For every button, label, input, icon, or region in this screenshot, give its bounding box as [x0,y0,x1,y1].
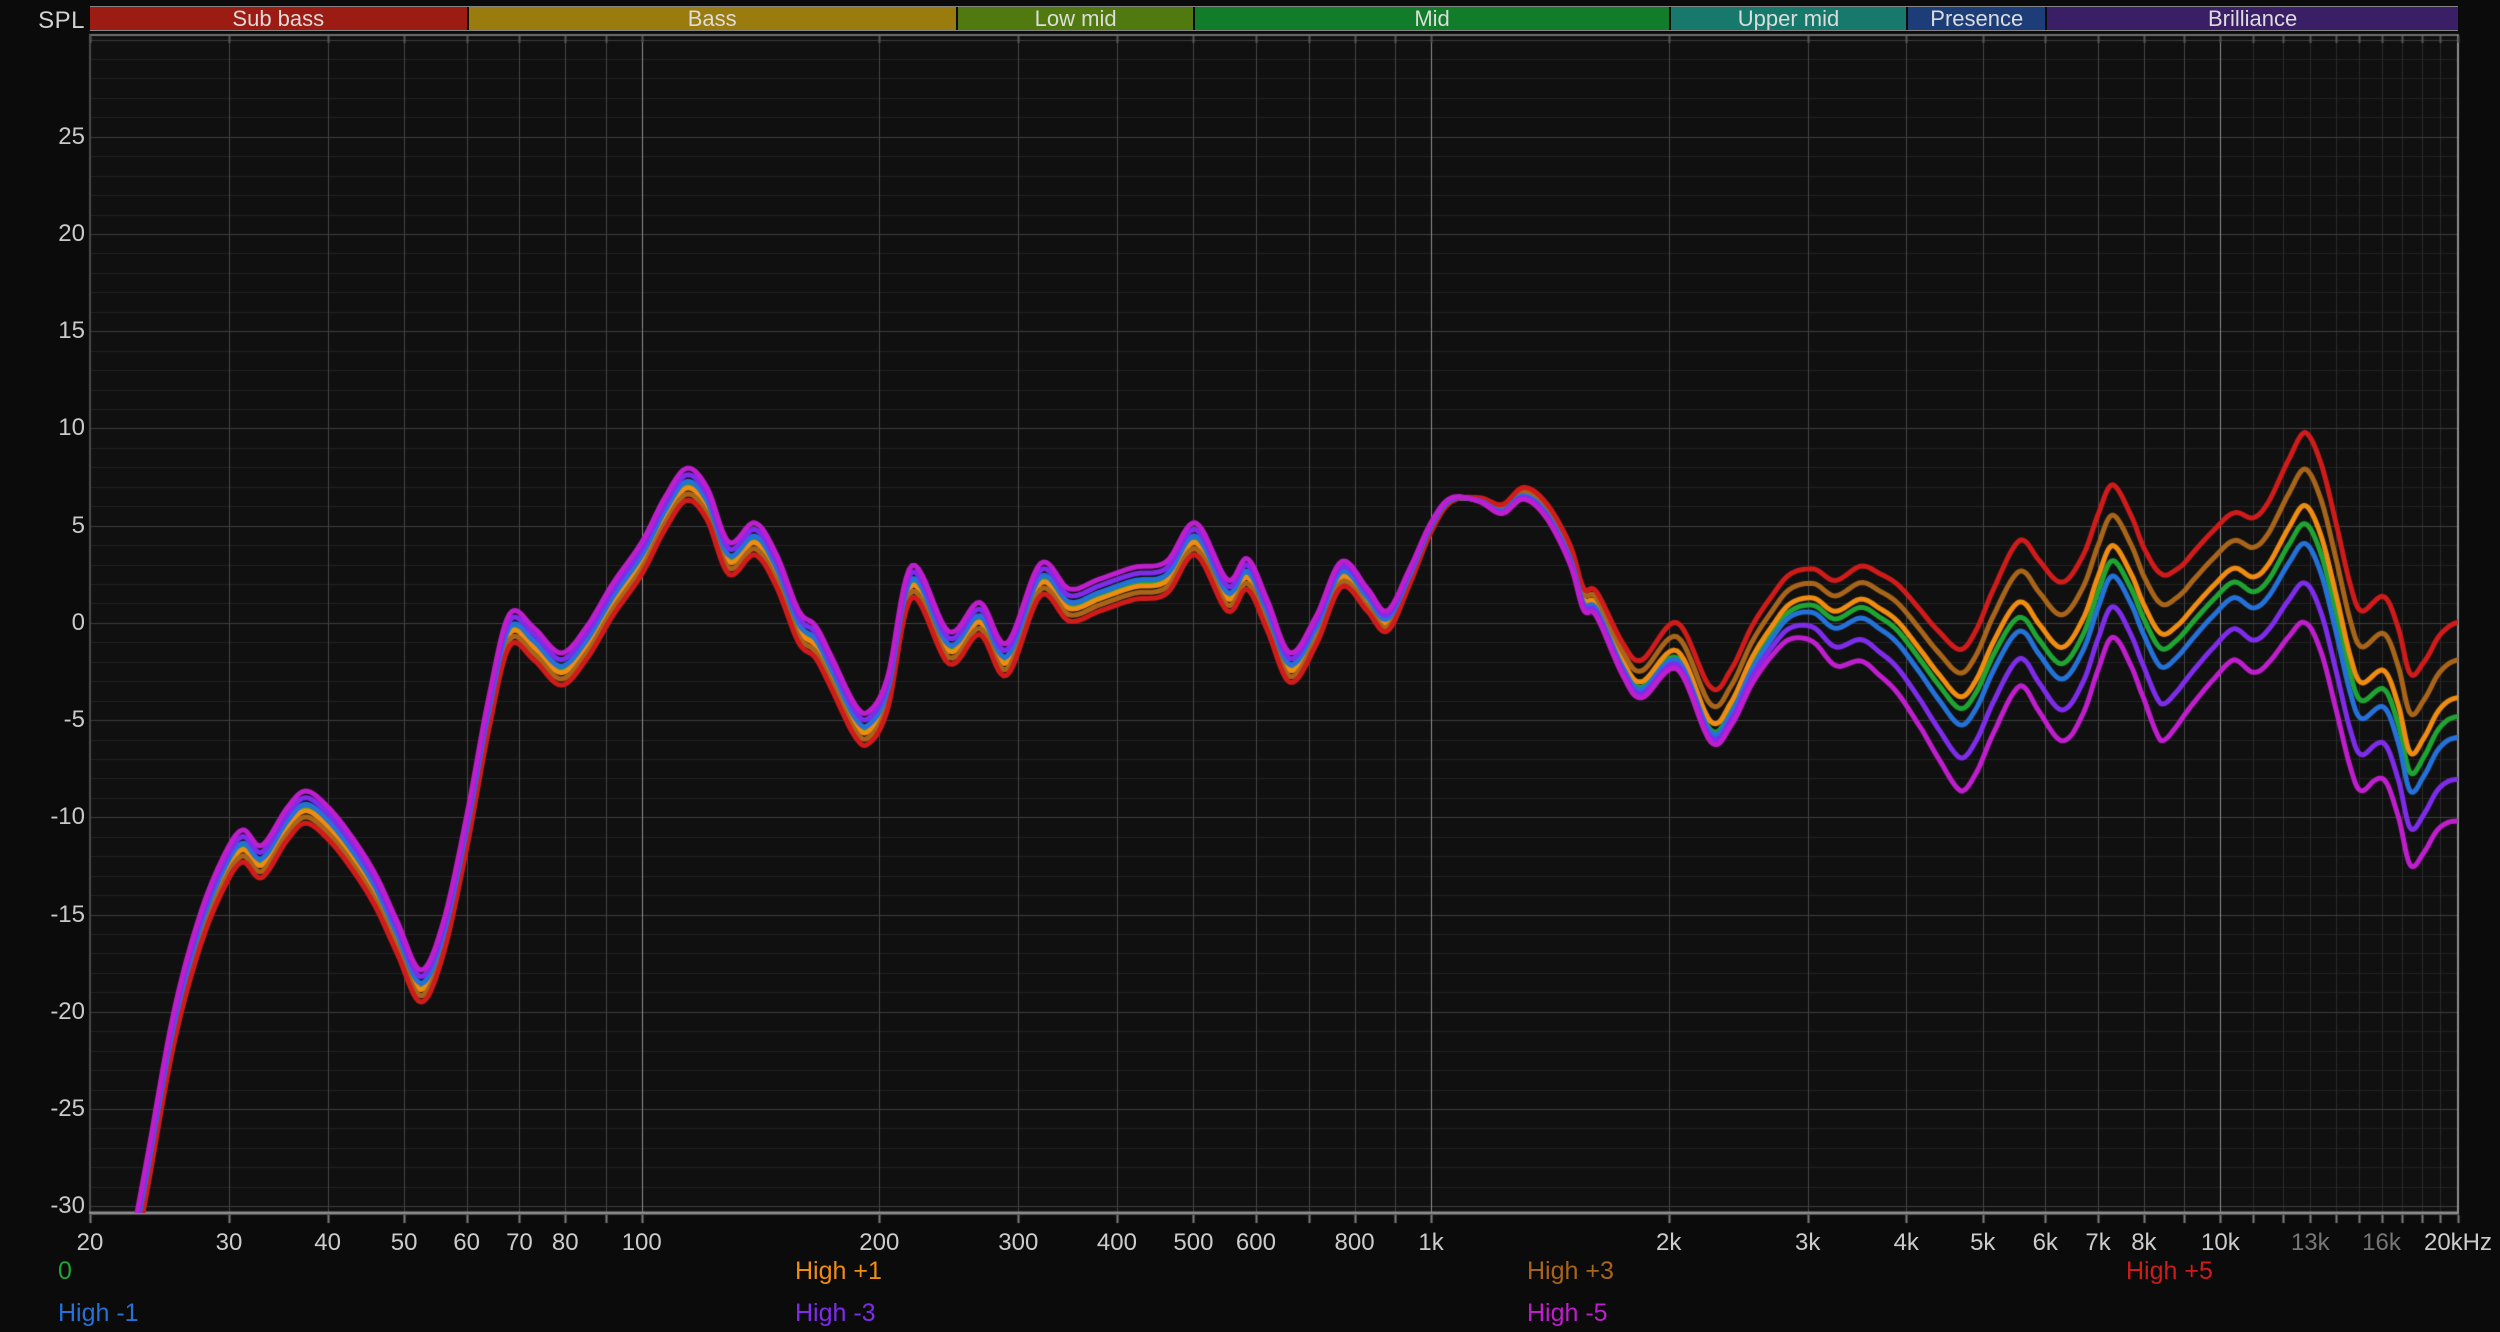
legend-item-high-plus5[interactable]: High +5 [2126,1257,2213,1285]
band-label: Brilliance [2207,7,2298,30]
x-tick-label-400: 400 [1096,1229,1137,1256]
frequency-band-bar: Sub bass Bass Low mid Mid Upper mid Presence B… [90,6,2458,31]
x-tick-label-200: 200 [859,1229,900,1256]
band-label: Presence [1930,7,2024,30]
x-tick-label-3k: 3k [1794,1229,1821,1256]
x-tick-label-4k: 4k [1893,1229,1919,1256]
y-tick-label--30: -30 [50,1192,85,1220]
x-tick-label-1k: 1k [1418,1229,1444,1256]
y-tick-label--25: -25 [50,1095,85,1122]
x-tick-label-500: 500 [1173,1229,1214,1256]
legend-item-0[interactable]: 0 [58,1257,72,1285]
x-tick-label-6k: 6k [2032,1229,2058,1256]
band-bass[interactable]: Bass [466,7,956,30]
band-brilliance[interactable]: Brilliance [2045,7,2458,30]
x-tick-label-10k: 10k [2201,1229,2240,1256]
band-label: Low mid [1034,7,1117,30]
legend-item-high-minus1[interactable]: High -1 [58,1299,139,1327]
x-tick-label-7k: 7k [2085,1229,2111,1256]
band-low-mid[interactable]: Low mid [955,7,1194,30]
x-tick-label-60: 60 [453,1229,480,1256]
x-tick-label-30: 30 [215,1229,243,1256]
x-tick-label-5k: 5k [1970,1229,1996,1256]
x-tick-label-100: 100 [621,1229,662,1256]
y-tick-label-15: 15 [58,317,85,345]
y-tick-label--10: -10 [50,803,85,831]
x-tick-label-16k: 16k [2362,1229,2401,1256]
y-tick-label--20: -20 [50,997,85,1025]
x-tick-label-8k: 8k [2131,1229,2157,1256]
legend-item-high-minus3[interactable]: High -3 [795,1299,876,1327]
band-mid[interactable]: Mid [1193,7,1669,30]
x-tick-label-13k: 13k [2290,1229,2330,1256]
y-tick-label-0: 0 [71,608,85,636]
y-tick-label--5: -5 [63,706,85,734]
band-presence[interactable]: Presence [1906,7,2046,30]
x-tick-label-300: 300 [998,1229,1039,1256]
band-upper-mid[interactable]: Upper mid [1668,7,1907,30]
x-tick-label-70: 70 [506,1229,533,1256]
x-tick-label-50: 50 [390,1229,418,1256]
band-label: Mid [1414,7,1450,30]
y-axis-title: SPL [38,7,85,34]
legend-item-high-plus1[interactable]: High +1 [795,1257,882,1285]
x-tick-label-600: 600 [1235,1229,1276,1256]
legend-item-high-plus3[interactable]: High +3 [1527,1257,1614,1285]
x-tick-label-20: 20 [76,1229,104,1256]
y-tick-label--15: -15 [50,900,85,928]
legend-item-high-minus5[interactable]: High -5 [1527,1299,1608,1327]
x-tick-label-2k: 2k [1655,1229,1682,1256]
y-tick-label-20: 20 [58,220,85,248]
band-label: Bass [687,7,737,30]
x-tick-label-20khz: 20kHz [2423,1229,2493,1256]
x-tick-label-800: 800 [1334,1229,1375,1256]
x-tick-label-40: 40 [314,1229,341,1256]
y-tick-label-10: 10 [58,414,85,442]
y-tick-label-5: 5 [71,511,85,539]
band-label: Upper mid [1737,7,1840,30]
x-tick-label-80: 80 [551,1229,579,1256]
band-sub-bass[interactable]: Sub bass [90,7,467,30]
y-tick-label-25: 25 [58,122,85,150]
band-label: Sub bass [232,7,325,30]
